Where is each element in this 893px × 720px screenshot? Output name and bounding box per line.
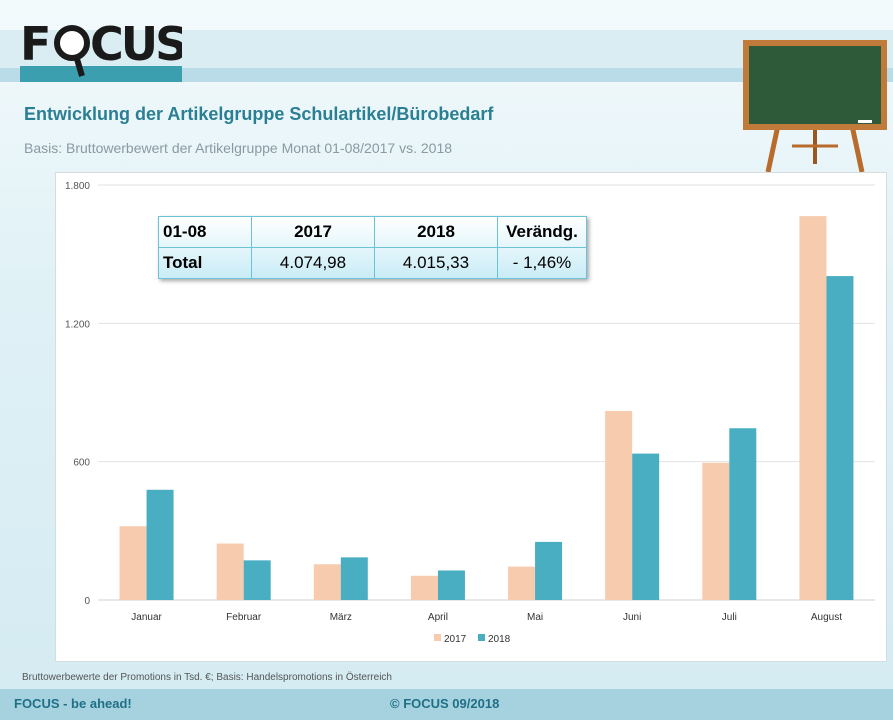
bar-2018 <box>340 557 368 600</box>
x-tick-label: August <box>811 612 842 623</box>
x-tick-label: Februar <box>226 612 262 623</box>
footer-tagline: FOCUS - be ahead! <box>14 696 132 711</box>
chalkboard-easel-icon <box>743 40 887 173</box>
focus-logo: F CUS <box>20 14 182 82</box>
footer-copyright: © FOCUS 09/2018 <box>390 696 500 711</box>
bar-2018 <box>729 428 757 600</box>
x-tick-label: Mai <box>527 612 543 623</box>
bar-2018 <box>826 276 854 600</box>
x-tick-label: Juni <box>623 612 641 623</box>
table-header-cell: 2017 <box>251 216 375 248</box>
table-row: Total 4.074,98 4.015,33 - 1,46% <box>158 247 587 279</box>
footnote: Bruttowerbewerte der Promotions in Tsd. … <box>22 672 392 683</box>
bar-2017 <box>216 543 244 600</box>
bar-2017 <box>605 410 633 600</box>
footer-bar: FOCUS - be ahead! © FOCUS 09/2018 <box>0 689 893 720</box>
y-tick-label: 1.200 <box>65 319 90 330</box>
table-header-cell: 01-08 <box>158 216 252 248</box>
bar-2018 <box>437 570 465 600</box>
bar-2018 <box>243 560 271 600</box>
y-tick-label: 1.800 <box>65 181 90 192</box>
legend-label: 2017 <box>444 634 467 645</box>
legend-label: 2018 <box>488 634 511 645</box>
header-band-lower <box>0 68 893 82</box>
bar-2018 <box>632 453 660 600</box>
svg-text:CUS: CUS <box>90 17 182 71</box>
magnifier-logo-icon: F CUS <box>20 17 182 77</box>
logo-wordmark: F <box>20 17 48 71</box>
table-cell: 4.074,98 <box>251 247 375 279</box>
table-cell: Total <box>158 247 252 279</box>
bar-2017 <box>119 526 147 600</box>
bar-2017 <box>508 566 536 600</box>
legend-swatch <box>434 634 441 641</box>
page-title: Entwicklung der Artikelgruppe Schulartik… <box>24 104 494 124</box>
bar-2018 <box>146 489 174 600</box>
y-tick-label: 600 <box>73 458 90 469</box>
x-tick-label: April <box>428 612 448 623</box>
page-subtitle: Basis: Bruttowerbewert der Artikelgruppe… <box>24 140 453 156</box>
y-tick-label: 0 <box>84 596 90 607</box>
bar-2017 <box>702 462 730 600</box>
summary-table: 01-08 2017 2018 Verändg. Total 4.074,98 … <box>158 216 587 279</box>
bar-2018 <box>535 541 563 600</box>
x-tick-label: Juli <box>722 612 737 623</box>
bar-2017 <box>799 216 827 600</box>
bar-2017 <box>410 575 438 600</box>
bar-2017 <box>313 564 341 600</box>
logo-band <box>20 66 182 82</box>
table-cell: - 1,46% <box>497 247 587 279</box>
x-tick-label: Januar <box>131 612 162 623</box>
x-tick-label: März <box>330 612 352 623</box>
table-header-cell: Verändg. <box>497 216 587 248</box>
summary-table-header: 01-08 2017 2018 Verändg. <box>158 216 587 248</box>
table-cell: 4.015,33 <box>374 247 498 279</box>
table-header-cell: 2018 <box>374 216 498 248</box>
legend-swatch <box>478 634 485 641</box>
